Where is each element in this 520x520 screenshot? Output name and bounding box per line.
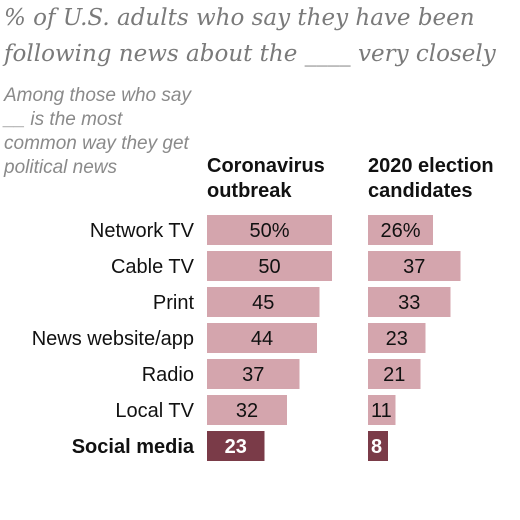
value-label-coronavirus-outbreak-news-website-app: 44 (251, 328, 273, 350)
value-label-coronavirus-outbreak-network-tv: 50% (249, 220, 289, 242)
value-label-coronavirus-outbreak-local-tv: 32 (236, 400, 258, 422)
bar-2020-election-candidates-network-tv (368, 215, 433, 245)
value-label-2020-election-candidates-radio: 21 (383, 364, 405, 386)
bar-coronavirus-outbreak-print (207, 287, 320, 317)
bar-2020-election-candidates-news-website-app (368, 323, 426, 353)
value-label-2020-election-candidates-social-media: 8 (371, 436, 382, 458)
category-label-cable-tv: Cable TV (111, 256, 195, 278)
category-label-news-website-app: News website/app (32, 328, 194, 350)
category-label-radio: Radio (142, 364, 194, 386)
category-label-local-tv: Local TV (115, 400, 194, 422)
bar-coronavirus-outbreak-cable-tv (207, 251, 332, 281)
bar-2020-election-candidates-cable-tv (368, 251, 461, 281)
column-header-coronavirus: Coronavirus outbreak (207, 155, 325, 202)
value-label-coronavirus-outbreak-radio: 37 (242, 364, 264, 386)
value-label-2020-election-candidates-print: 33 (398, 292, 420, 314)
bar-2020-election-candidates-radio (368, 359, 421, 389)
bar-2020-election-candidates-local-tv (368, 395, 396, 425)
chart-note: Among those who say __ is the most commo… (4, 85, 191, 178)
bar-coronavirus-outbreak-news-website-app (207, 323, 317, 353)
value-label-2020-election-candidates-local-tv: 11 (371, 400, 392, 422)
category-label-print: Print (153, 292, 195, 314)
bar-coronavirus-outbreak-social-media (207, 431, 265, 461)
category-label-network-tv: Network TV (90, 220, 195, 242)
column-header-election: 2020 election candidates (368, 155, 494, 202)
bar-2020-election-candidates-print (368, 287, 451, 317)
value-label-2020-election-candidates-network-tv: 26% (380, 220, 420, 242)
bar-coronavirus-outbreak-local-tv (207, 395, 287, 425)
value-label-coronavirus-outbreak-social-media: 23 (225, 436, 247, 458)
value-label-2020-election-candidates-news-website-app: 23 (386, 328, 408, 350)
bar-coronavirus-outbreak-radio (207, 359, 300, 389)
bar-coronavirus-outbreak-network-tv (207, 215, 332, 245)
value-label-coronavirus-outbreak-print: 45 (252, 292, 274, 314)
chart-title: % of U.S. adults who say they have been … (4, 5, 496, 67)
category-label-social-media: Social media (72, 436, 195, 458)
value-label-2020-election-candidates-cable-tv: 37 (403, 256, 425, 278)
value-label-coronavirus-outbreak-cable-tv: 50 (258, 256, 280, 278)
bar-2020-election-candidates-social-media (368, 431, 388, 461)
